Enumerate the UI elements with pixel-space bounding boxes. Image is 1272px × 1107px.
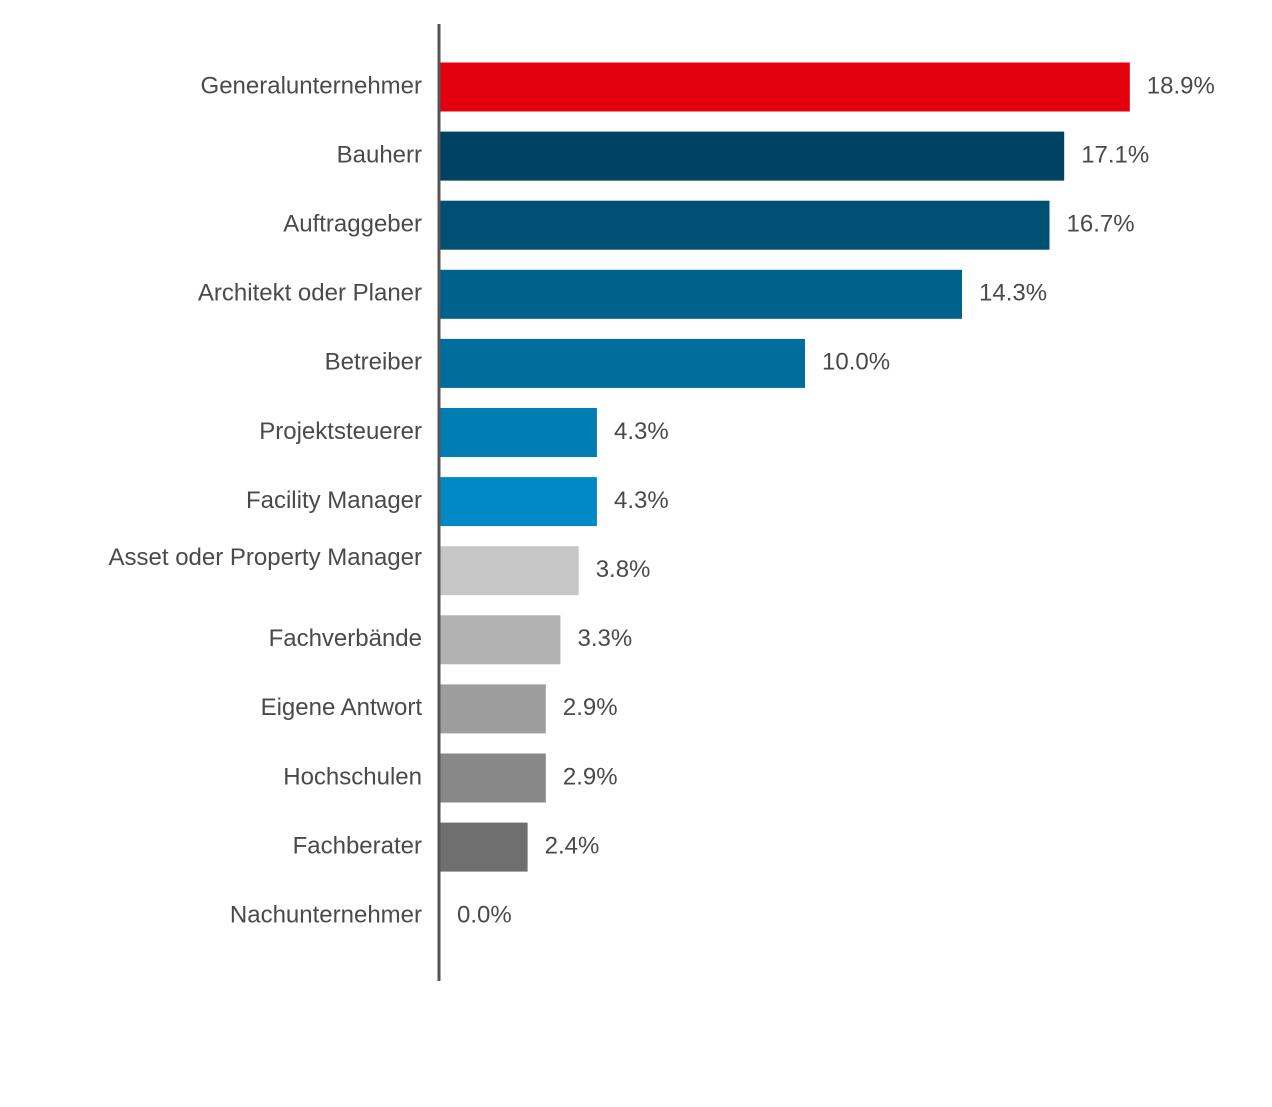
value-labels: 18.9% 17.1% 16.7% 14.3% 10.0% 4.3% 4.3% 3.8% 3.3… xyxy=(457,72,1215,928)
bars-layer xyxy=(440,62,1130,872)
value-label: 2.9% xyxy=(563,763,618,790)
category-label: Bauherr xyxy=(337,141,422,168)
category-label: Fachberater xyxy=(293,832,422,859)
value-label: 17.1% xyxy=(1081,141,1149,168)
bar-eigene-antwort xyxy=(440,684,546,734)
category-label: Hochschulen xyxy=(283,763,422,790)
value-label: 2.9% xyxy=(563,694,618,721)
value-label: 4.3% xyxy=(614,418,669,445)
category-labels: Generalunternehmer Bauherr Auftraggeber Arc… xyxy=(109,72,423,928)
bar-auftraggeber xyxy=(440,200,1050,250)
bar-facility-manager xyxy=(440,477,597,527)
value-label: 18.9% xyxy=(1147,72,1215,99)
value-label: 2.4% xyxy=(545,832,600,859)
category-label: Asset oder Property Manager xyxy=(109,544,423,571)
category-label: Nachunternehmer xyxy=(230,902,422,929)
category-label: Projektsteuerer xyxy=(259,418,422,445)
value-label: 4.3% xyxy=(614,487,669,514)
bar-fachverbände xyxy=(440,615,561,665)
category-label: Generalunternehmer xyxy=(201,72,422,99)
bar-fachberater xyxy=(440,822,528,872)
value-label: 14.3% xyxy=(979,280,1047,307)
bar-betreiber xyxy=(440,338,805,388)
category-label: Facility Manager xyxy=(246,487,422,514)
category-label: Fachverbände xyxy=(269,625,422,652)
bar-asset-oder-property-manager xyxy=(440,546,579,596)
value-label: 0.0% xyxy=(457,902,512,929)
value-label: 3.3% xyxy=(578,625,633,652)
bar-generalunternehmer xyxy=(440,62,1130,112)
bar-projektsteuerer xyxy=(440,408,597,457)
category-label: Auftraggeber xyxy=(283,211,422,238)
value-label: 10.0% xyxy=(822,349,890,376)
category-label: Architekt oder Planer xyxy=(198,280,422,307)
bar-hochschulen xyxy=(440,753,546,803)
bar-architekt-oder-planer xyxy=(440,269,962,319)
value-label: 16.7% xyxy=(1067,211,1135,238)
category-label: Eigene Antwort xyxy=(261,694,423,721)
value-label: 3.8% xyxy=(596,556,651,583)
bar-bauherr xyxy=(440,131,1065,181)
category-label: Betreiber xyxy=(325,349,422,376)
